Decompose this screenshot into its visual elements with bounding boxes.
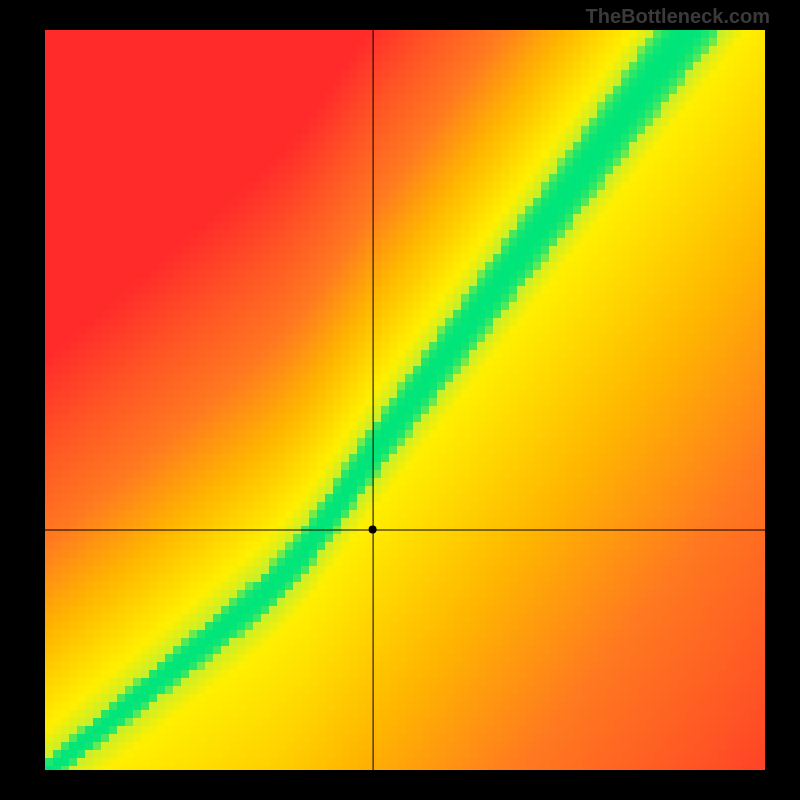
bottleneck-heatmap	[45, 30, 765, 770]
watermark-text: TheBottleneck.com	[586, 6, 770, 29]
heatmap-canvas	[45, 30, 765, 770]
